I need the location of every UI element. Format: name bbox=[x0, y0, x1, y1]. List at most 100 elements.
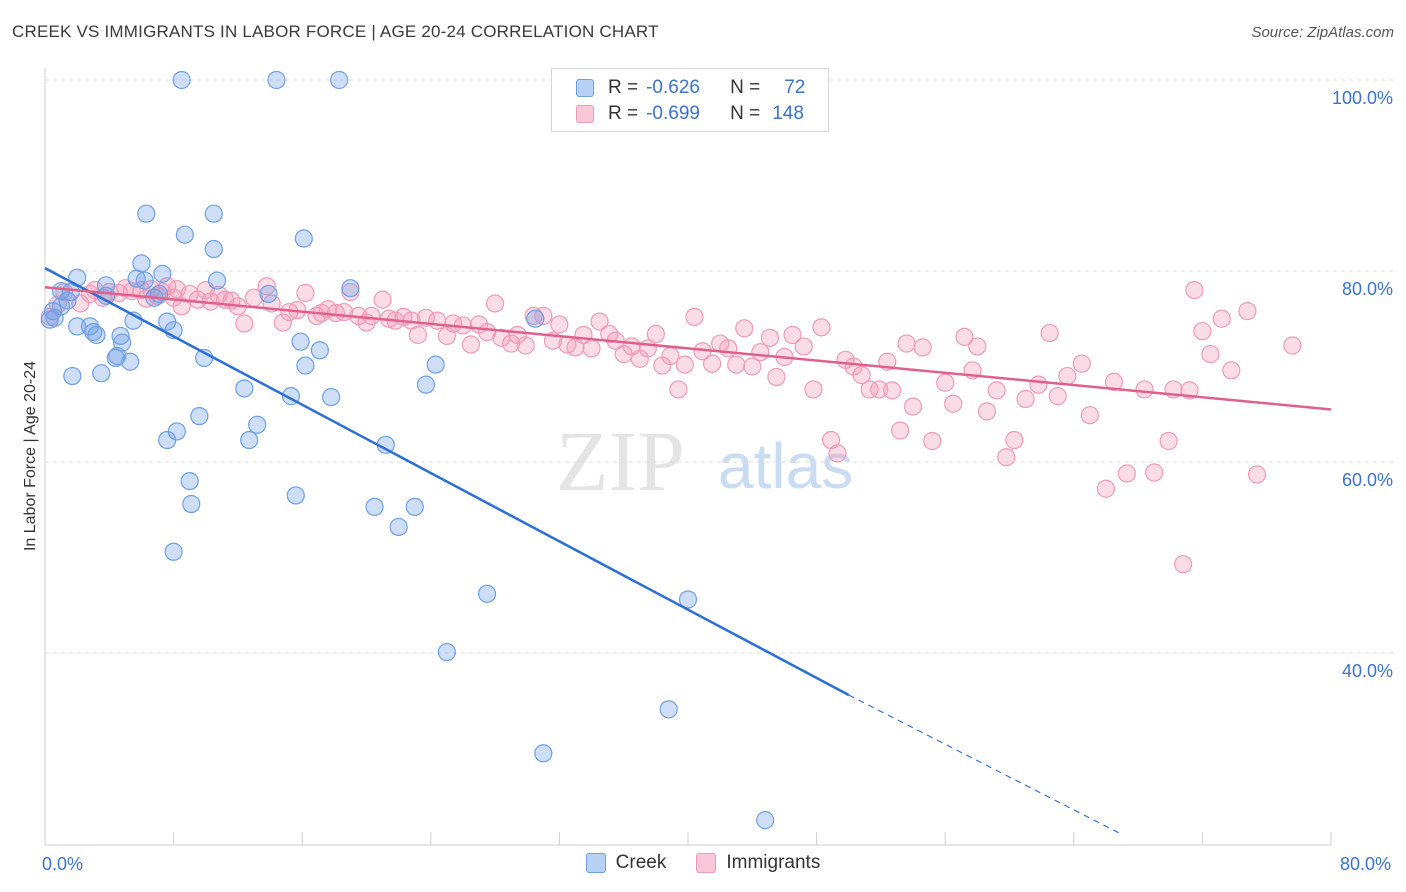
creek-point bbox=[389, 517, 408, 537]
creek-point bbox=[267, 70, 286, 90]
immigrants-swatch bbox=[576, 105, 594, 123]
creek-point bbox=[534, 744, 553, 763]
immigrants-point bbox=[767, 367, 786, 387]
immigrants-point bbox=[1048, 387, 1067, 406]
immigrants-point bbox=[860, 380, 879, 399]
y-tick-label: 40.0% bbox=[1342, 661, 1393, 681]
immigrants-point bbox=[1096, 479, 1116, 498]
creek-point bbox=[135, 271, 154, 290]
chart-title: CREEK VS IMMIGRANTS IN LABOR FORCE | AGE… bbox=[12, 22, 659, 41]
immigrants-point bbox=[1159, 431, 1178, 451]
creek-point bbox=[63, 366, 82, 386]
creek-point bbox=[322, 387, 341, 407]
immigrants-point bbox=[783, 325, 802, 345]
creek-point bbox=[68, 317, 87, 336]
immigrants-point bbox=[1185, 281, 1204, 300]
creek-point bbox=[92, 364, 111, 383]
immigrants-point bbox=[296, 283, 315, 303]
legend-row-immigrants: R = -0.699 N = 148 bbox=[576, 102, 804, 126]
creek-point bbox=[153, 264, 172, 283]
immigrants-point bbox=[1104, 372, 1124, 391]
immigrants-point bbox=[362, 306, 381, 325]
immigrants-point bbox=[582, 339, 601, 358]
creek-point bbox=[426, 355, 445, 374]
creek-point bbox=[526, 309, 545, 328]
immigrants-point bbox=[743, 357, 762, 376]
immigrants-point bbox=[870, 380, 889, 399]
immigrants-point bbox=[550, 315, 569, 334]
creek-point bbox=[158, 430, 177, 450]
y-tick-label: 60.0% bbox=[1342, 470, 1393, 490]
immigrants-point bbox=[1174, 555, 1193, 574]
immigrants-point bbox=[1193, 322, 1212, 341]
immigrants-point bbox=[669, 380, 688, 399]
immigrants-point bbox=[600, 324, 619, 344]
bottom-legend-immigrants-label: Immigrants bbox=[726, 852, 821, 873]
bottom-legend-immigrants: Immigrants bbox=[696, 852, 820, 874]
creek-point bbox=[164, 542, 183, 561]
immigrants-point bbox=[1145, 463, 1164, 482]
creek-point bbox=[477, 584, 497, 603]
immigrants-point bbox=[812, 318, 831, 337]
creek-point bbox=[204, 239, 223, 259]
creek-point bbox=[51, 281, 71, 301]
immigrants-point bbox=[735, 319, 754, 338]
creek-point bbox=[296, 356, 315, 375]
immigrants-point bbox=[1016, 389, 1035, 409]
immigrants-point bbox=[1212, 309, 1231, 328]
creek-point bbox=[286, 486, 305, 505]
creek-point bbox=[678, 590, 698, 609]
creek-swatch bbox=[585, 853, 606, 873]
creek-point bbox=[310, 341, 329, 360]
immigrants-point bbox=[257, 277, 276, 296]
trend-lines bbox=[44, 267, 1332, 835]
immigrants-point bbox=[936, 373, 955, 392]
watermark-zip: ZIP bbox=[556, 413, 685, 509]
bottom-legend: Creek Immigrants bbox=[0, 852, 1406, 874]
immigrants-point bbox=[977, 402, 997, 421]
bottom-legend-creek: Creek bbox=[585, 852, 667, 874]
creek-point bbox=[132, 254, 151, 273]
source-label: Source: ZipAtlas.com bbox=[1251, 24, 1394, 41]
legend-n-value: 148 bbox=[772, 103, 804, 124]
creek-point bbox=[175, 225, 194, 244]
immigrants-point bbox=[955, 327, 974, 346]
immigrants-point bbox=[891, 421, 910, 440]
immigrants-point bbox=[1040, 323, 1059, 343]
y-tick-label: 100.0% bbox=[1332, 88, 1393, 108]
immigrants-point bbox=[235, 314, 254, 333]
immigrants-point bbox=[923, 431, 942, 451]
creek-point bbox=[405, 497, 424, 516]
immigrants-point bbox=[685, 307, 704, 326]
legend-n-value: 72 bbox=[784, 77, 806, 98]
immigrants-point bbox=[1080, 406, 1099, 425]
immigrants-point bbox=[719, 339, 738, 358]
watermark-atlas: atlas bbox=[718, 430, 853, 502]
immigrants-point bbox=[1072, 354, 1091, 373]
immigrants-point bbox=[828, 444, 847, 463]
immigrants-point bbox=[944, 394, 963, 413]
creek-point bbox=[87, 325, 106, 345]
immigrants-point bbox=[428, 311, 447, 330]
legend-n-label: N = bbox=[730, 103, 761, 124]
creek-point bbox=[111, 326, 130, 346]
immigrants-point bbox=[703, 354, 722, 373]
creek-point bbox=[190, 407, 209, 426]
immigrants-point bbox=[516, 336, 535, 355]
immigrants-point bbox=[883, 381, 902, 400]
immigrants-point bbox=[852, 365, 871, 385]
immigrants-point bbox=[968, 337, 987, 356]
immigrants-point bbox=[1222, 361, 1241, 380]
creek-point bbox=[180, 472, 199, 491]
legend-r-value: -0.626 bbox=[646, 77, 700, 98]
immigrants-point bbox=[913, 338, 932, 357]
bottom-legend-creek-label: Creek bbox=[615, 852, 667, 873]
y-tick-label: 80.0% bbox=[1342, 279, 1393, 299]
immigrants-point bbox=[1247, 465, 1267, 484]
immigrants-point bbox=[760, 328, 780, 347]
x-tick-marks bbox=[173, 832, 1332, 845]
immigrants-point bbox=[1005, 430, 1024, 450]
creek-point bbox=[341, 279, 360, 298]
legend-n-label: N = bbox=[730, 77, 761, 98]
